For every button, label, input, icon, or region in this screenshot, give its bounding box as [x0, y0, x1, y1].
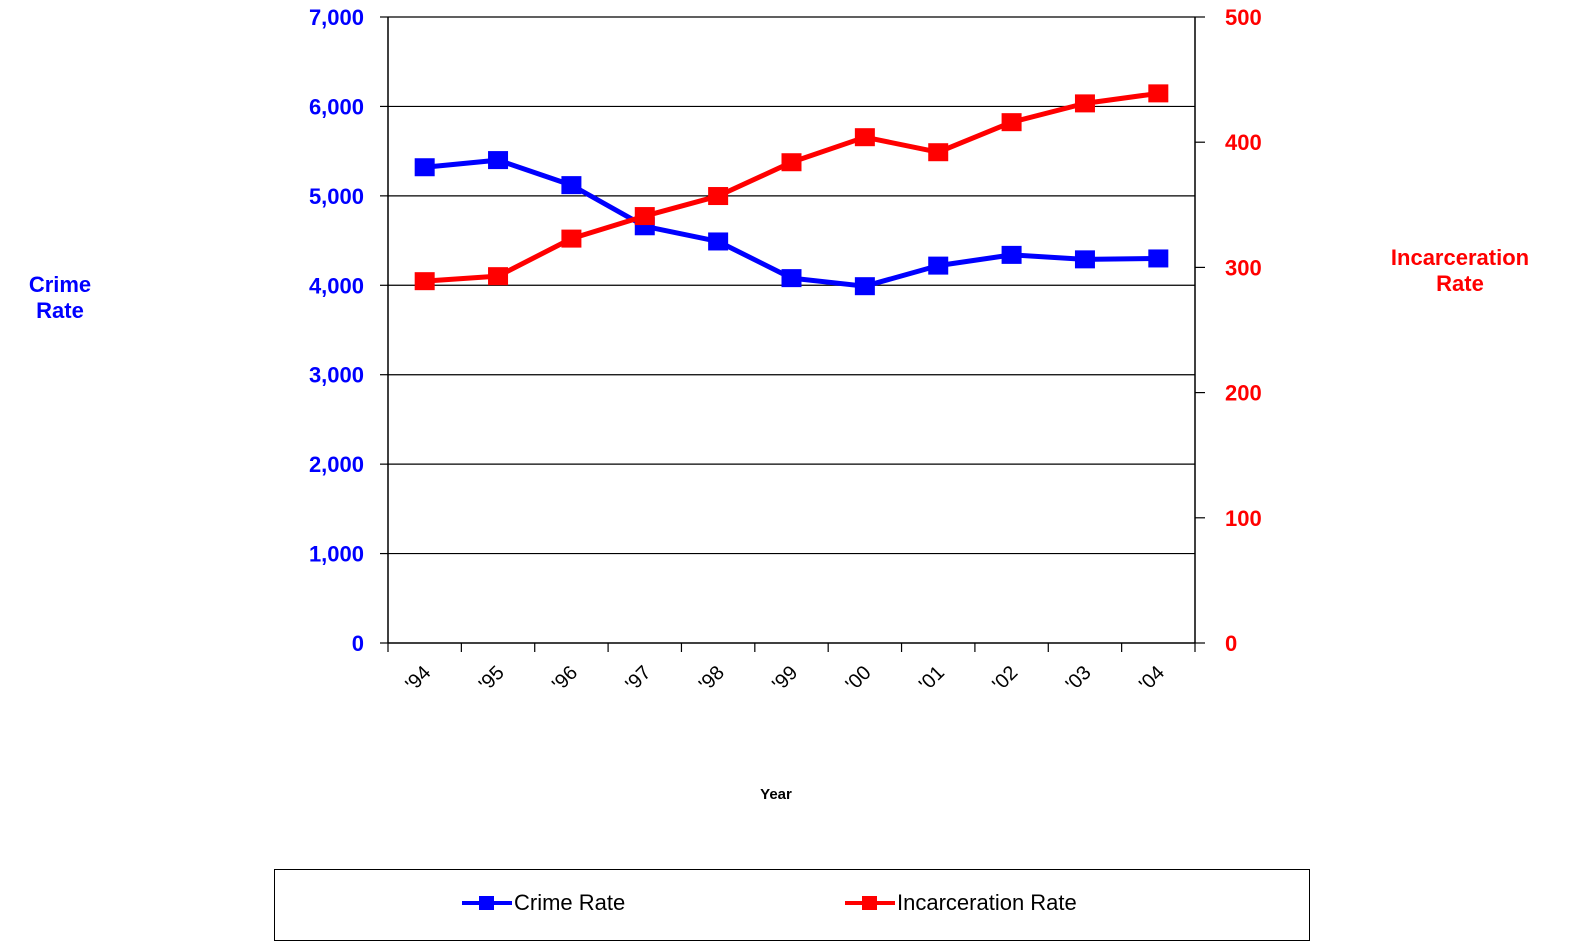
data-point: [708, 232, 729, 251]
legend-item-crime-rate: Crime Rate: [462, 890, 625, 916]
legend: Crime Rate Incarceration Rate: [274, 869, 1310, 941]
left-tick-label: 2,000: [309, 452, 364, 477]
left-axis-label: Crime Rate: [28, 272, 92, 323]
data-point: [1148, 249, 1169, 268]
data-point: [854, 277, 875, 296]
data-point: [634, 207, 655, 226]
left-tick-label: 3,000: [309, 363, 364, 388]
x-tick-label: '99: [768, 662, 802, 696]
data-point: [928, 143, 949, 162]
right-tick-label: 300: [1225, 255, 1262, 280]
x-tick-label: '96: [548, 662, 582, 696]
data-point: [781, 269, 802, 288]
left-tick-label: 1,000: [309, 542, 364, 567]
axes: [387, 17, 1196, 644]
data-point: [1074, 250, 1095, 269]
x-tick-label: '03: [1062, 662, 1096, 696]
legend-item-incarceration-rate: Incarceration Rate: [845, 890, 1077, 916]
data-point: [781, 153, 802, 172]
right-axis-label: Incarceration Rate: [1390, 245, 1530, 296]
data-point: [488, 267, 509, 286]
data-point: [1074, 94, 1095, 113]
data-point: [414, 272, 435, 291]
right-axis-ticks: 0 100 200 300 400 500: [1195, 5, 1262, 656]
x-tick-label: '98: [695, 662, 729, 696]
data-point: [1148, 84, 1169, 103]
left-axis-ticks: 0 1,000 2,000 3,000 4,000 5,000 6,000 7,000: [309, 5, 388, 656]
data-point: [1001, 113, 1022, 132]
data-point: [414, 158, 435, 177]
gridlines: [388, 16, 1195, 555]
series-crime-rate: [414, 151, 1169, 296]
series-incarceration-rate: [414, 84, 1169, 291]
x-tick-label: '02: [988, 662, 1022, 696]
left-tick-label: 4,000: [309, 273, 364, 298]
right-tick-label: 200: [1225, 381, 1262, 406]
data-point: [488, 151, 509, 170]
right-tick-label: 0: [1225, 631, 1237, 656]
x-tick-label: '04: [1135, 662, 1169, 696]
left-tick-label: 5,000: [309, 184, 364, 209]
data-point: [928, 256, 949, 275]
x-tick-label: '97: [622, 662, 656, 696]
legend-label-incarceration-rate: Incarceration Rate: [897, 890, 1077, 915]
right-tick-label: 400: [1225, 130, 1262, 155]
x-tick-label: '95: [475, 662, 509, 696]
x-tick-label: '01: [915, 662, 949, 696]
x-tick-label: '00: [842, 662, 876, 696]
series-line: [424, 90, 1159, 284]
data-point: [854, 128, 875, 147]
series-line: [424, 157, 1159, 289]
data-point: [708, 187, 729, 206]
left-tick-label: 6,000: [309, 94, 364, 119]
legend-label-crime-rate: Crime Rate: [514, 890, 626, 915]
left-tick-label: 7,000: [309, 5, 364, 30]
legend-swatch-incarceration-rate: [845, 896, 895, 910]
x-axis-ticks: '94 '95 '96 '97 '98 '99 '00 '01 '02 '03 '04: [387, 643, 1196, 696]
legend-swatch-crime-rate: [462, 896, 512, 910]
data-point: [561, 229, 582, 248]
x-axis-label: Year: [760, 786, 792, 803]
data-point: [561, 176, 582, 195]
series-layer: [414, 84, 1169, 296]
right-tick-label: 500: [1225, 5, 1262, 30]
x-tick-label: '94: [401, 662, 435, 696]
right-tick-label: 100: [1225, 506, 1262, 531]
data-point: [1001, 245, 1022, 264]
left-tick-label: 0: [352, 631, 364, 656]
